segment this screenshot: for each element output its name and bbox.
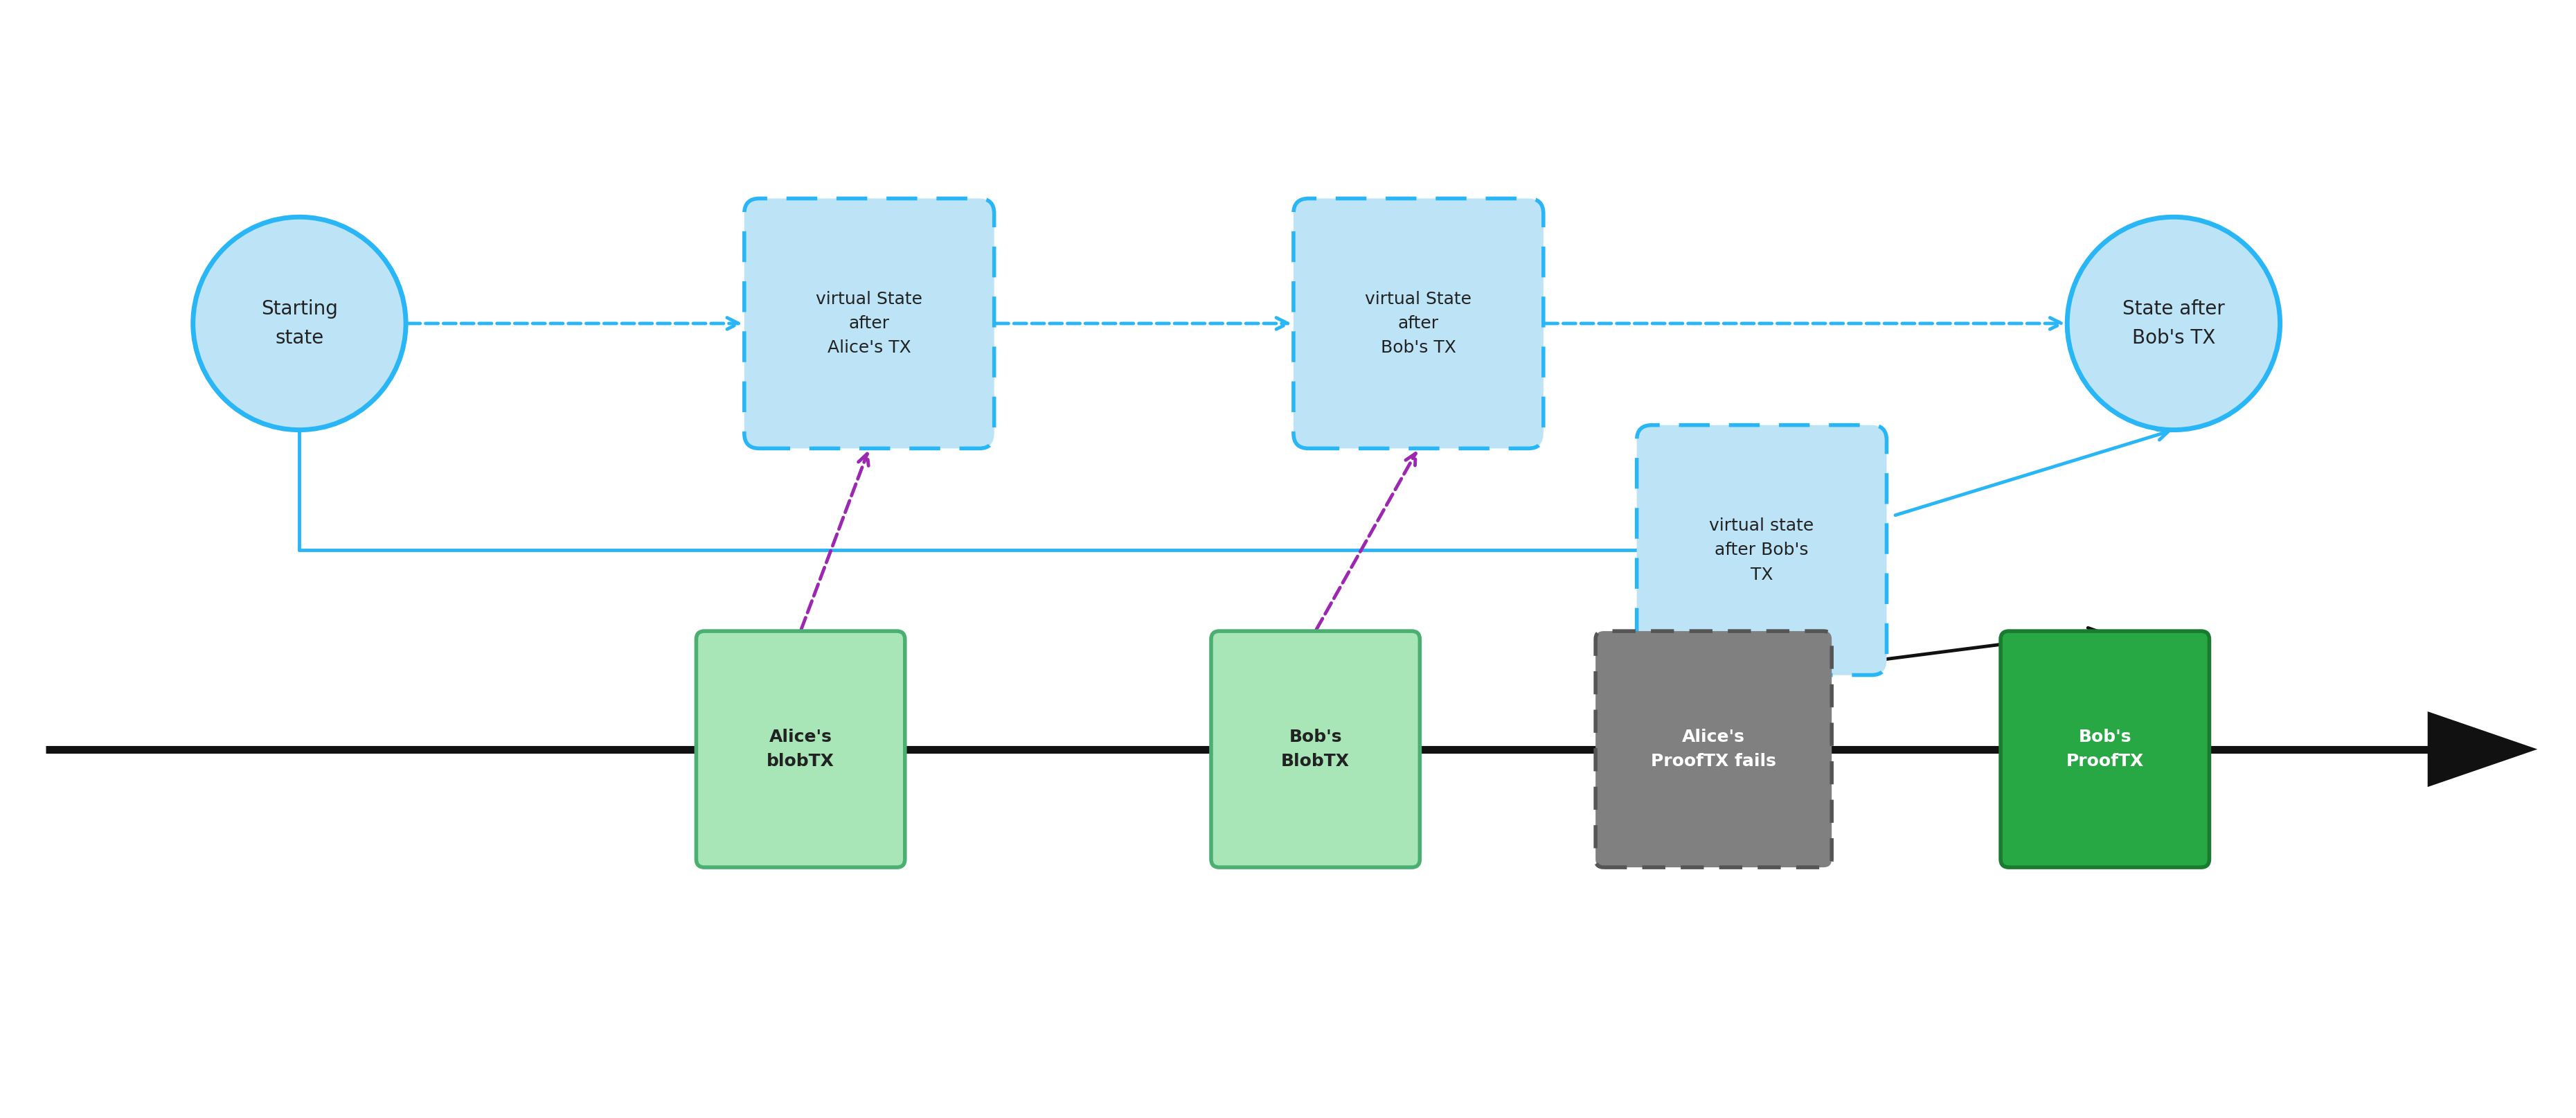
FancyBboxPatch shape xyxy=(696,631,904,868)
FancyBboxPatch shape xyxy=(1293,199,1543,448)
Text: virtual state
after Bob's
TX: virtual state after Bob's TX xyxy=(1710,518,1814,582)
FancyBboxPatch shape xyxy=(1636,425,1886,675)
FancyBboxPatch shape xyxy=(1211,631,1419,868)
Text: Bob's
BlobTX: Bob's BlobTX xyxy=(1280,729,1350,770)
Text: virtual State
after
Alice's TX: virtual State after Alice's TX xyxy=(817,291,922,357)
Text: Alice's
blobTX: Alice's blobTX xyxy=(768,729,835,770)
Circle shape xyxy=(193,217,407,430)
Polygon shape xyxy=(2427,711,2537,787)
Text: virtual State
after
Bob's TX: virtual State after Bob's TX xyxy=(1365,291,1471,357)
Text: Starting
state: Starting state xyxy=(260,300,337,348)
Text: Bob's
ProofTX: Bob's ProofTX xyxy=(2066,729,2143,770)
Text: Alice's
ProofTX fails: Alice's ProofTX fails xyxy=(1651,729,1777,770)
FancyBboxPatch shape xyxy=(1595,631,1832,868)
Circle shape xyxy=(2066,217,2280,430)
FancyBboxPatch shape xyxy=(2002,631,2210,868)
FancyBboxPatch shape xyxy=(744,199,994,448)
Text: State after
Bob's TX: State after Bob's TX xyxy=(2123,300,2226,348)
